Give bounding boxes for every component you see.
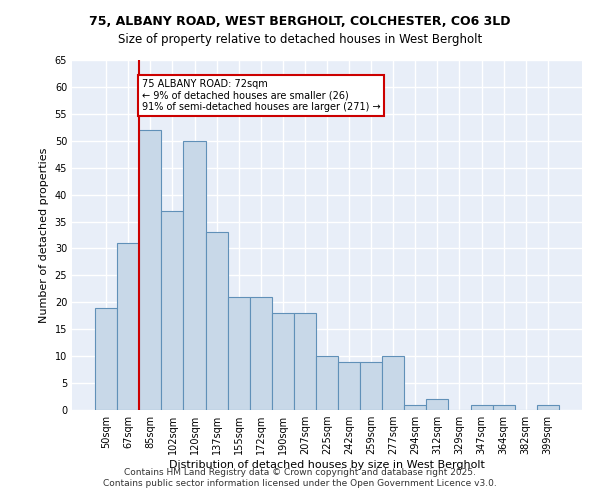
Text: Contains HM Land Registry data © Crown copyright and database right 2025.
Contai: Contains HM Land Registry data © Crown c… xyxy=(103,468,497,487)
Bar xyxy=(316,356,338,410)
Bar xyxy=(338,362,360,410)
Bar xyxy=(184,141,206,410)
Bar xyxy=(294,313,316,410)
Bar xyxy=(493,404,515,410)
Y-axis label: Number of detached properties: Number of detached properties xyxy=(39,148,49,322)
Bar xyxy=(161,211,184,410)
Bar xyxy=(382,356,404,410)
Bar xyxy=(404,404,427,410)
Bar xyxy=(537,404,559,410)
Bar xyxy=(139,130,161,410)
Bar xyxy=(95,308,117,410)
Bar xyxy=(250,297,272,410)
Bar xyxy=(360,362,382,410)
Bar xyxy=(117,243,139,410)
Bar xyxy=(427,399,448,410)
Bar xyxy=(470,404,493,410)
Bar xyxy=(272,313,294,410)
Bar xyxy=(206,232,227,410)
Text: 75, ALBANY ROAD, WEST BERGHOLT, COLCHESTER, CO6 3LD: 75, ALBANY ROAD, WEST BERGHOLT, COLCHEST… xyxy=(89,15,511,28)
Text: Size of property relative to detached houses in West Bergholt: Size of property relative to detached ho… xyxy=(118,32,482,46)
Text: 75 ALBANY ROAD: 72sqm
← 9% of detached houses are smaller (26)
91% of semi-detac: 75 ALBANY ROAD: 72sqm ← 9% of detached h… xyxy=(142,79,380,112)
Bar xyxy=(227,297,250,410)
X-axis label: Distribution of detached houses by size in West Bergholt: Distribution of detached houses by size … xyxy=(169,460,485,470)
